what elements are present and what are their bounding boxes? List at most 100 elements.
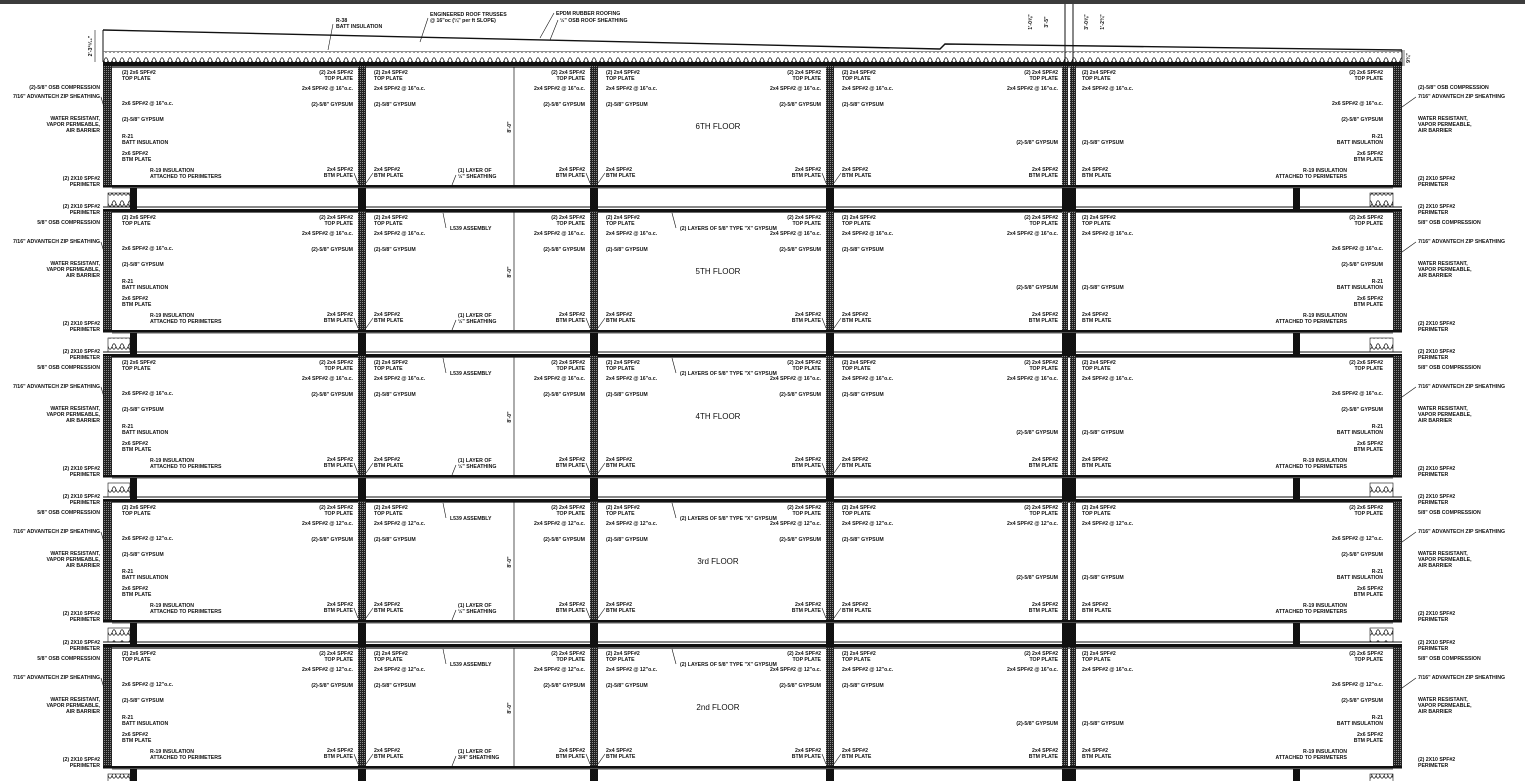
leader-line xyxy=(597,172,606,184)
perimeter-label: PERIMETER xyxy=(70,617,101,623)
floor-height-dim: 8'-0" xyxy=(507,121,513,133)
r19-label: ATTACHED TO PERIMETERS xyxy=(150,609,222,615)
top-plate-label: (2) 2x4 SPF#2 xyxy=(842,651,876,657)
r19-label: ATTACHED TO PERIMETERS xyxy=(150,174,222,180)
osb-compression-label: 5/8" OSB COMPRESSION xyxy=(1418,220,1481,226)
air-barrier-label: AIR BARRIER xyxy=(66,563,100,569)
leader-line xyxy=(100,677,105,689)
air-barrier-label: VAPOR PERMEABLE, xyxy=(46,122,100,128)
gypsum-label: (2)-5/8" GYPSUM xyxy=(1016,430,1058,436)
top-plate-label: (2) 2x4 SPF#2 xyxy=(1082,215,1116,221)
r21-label: R-21 xyxy=(1372,715,1383,721)
interior-wall xyxy=(590,356,598,476)
perimeter-label: (2) 2X10 SPF#2 xyxy=(63,757,100,763)
btm-plate-label: BTM PLATE xyxy=(1354,447,1384,453)
btm-plate-label: BTM PLATE xyxy=(842,318,872,324)
perimeter-label: PERIMETER xyxy=(70,472,101,478)
floor-sheathing-label: (1) LAYER OF xyxy=(458,749,492,755)
stud-spacing-label: 2x4 SPF#2 @ 16"o.c. xyxy=(842,86,894,92)
btm-plate-label: BTM PLATE xyxy=(122,592,152,598)
btm-plate-label: 2x4 SPF#2 xyxy=(327,167,353,173)
gypsum-label: (2)-5/8" GYPSUM xyxy=(374,392,416,398)
btm-plate-label: BTM PLATE xyxy=(556,173,586,179)
perimeter-label: PERIMETER xyxy=(1418,617,1449,623)
top-plate-label: (2) 2x4 SPF#2 xyxy=(1024,651,1058,657)
top-plate-label: (2) 2x4 SPF#2 xyxy=(787,215,821,221)
dim-roof-left: 2'-3¹⁵⁄₁₆" xyxy=(88,35,94,56)
top-plate-label: (2) 2x4 SPF#2 xyxy=(606,215,640,221)
stud-spacing-label: 2x4 SPF#2 @ 12"o.c. xyxy=(606,667,658,673)
btm-plate-label: 2x6 SPF#2 xyxy=(1357,296,1383,302)
floor-post xyxy=(826,769,834,781)
btm-plate-label: BTM PLATE xyxy=(606,173,636,179)
perimeter-insulation-right xyxy=(1369,192,1394,208)
stud-spacing-label: 2x6 SPF#2 @ 12"o.c. xyxy=(122,536,174,542)
gypsum-label: (2)-5/8" GYPSUM xyxy=(543,537,585,543)
top-plate-label: (2) 2x6 SPF#2 xyxy=(122,360,156,366)
roof-batt-insulation xyxy=(103,51,1402,62)
zip-sheathing-label: 7/16" ADVANTECH ZIP SHEATHING xyxy=(13,529,100,535)
r21-label: R-21 xyxy=(122,715,133,721)
btm-plate-label: 2x4 SPF#2 xyxy=(1082,457,1108,463)
r21-label: BATT INSULATION xyxy=(1337,721,1383,727)
leader-line xyxy=(353,607,359,619)
l539-assembly-label: L539 ASSEMBLY xyxy=(450,662,492,668)
air-barrier-label: WATER RESISTANT, xyxy=(50,116,100,122)
interior-wall xyxy=(590,501,598,621)
air-barrier-label: AIR BARRIER xyxy=(1418,128,1452,134)
btm-plate-label: 2x4 SPF#2 xyxy=(1032,312,1058,318)
perimeter-label: (2) 2X10 SPF#2 xyxy=(1418,349,1455,355)
btm-plate-label: BTM PLATE xyxy=(792,173,822,179)
btm-plate-label: BTM PLATE xyxy=(1354,157,1384,163)
floor-sheathing-label: ½" SHEATHING xyxy=(458,463,496,470)
floor-height-dim: 8'-0" xyxy=(507,266,513,278)
floor-post xyxy=(1293,769,1300,781)
dim-center: 1'-0⅝" xyxy=(1028,14,1034,30)
top-plate-label: TOP PLATE xyxy=(1354,366,1383,372)
r21-label: R-21 xyxy=(122,424,133,430)
leader-line xyxy=(821,462,827,474)
exterior-wall-right xyxy=(1393,647,1402,767)
gypsum-label: (2)-5/8" GYPSUM xyxy=(779,683,821,689)
stud-spacing-label: 2x4 SPF#2 @ 16"o.c. xyxy=(1007,667,1059,673)
zip-sheathing-label: 7/16" ADVANTECH ZIP SHEATHING xyxy=(1418,94,1505,100)
zip-sheathing-label: 7/16" ADVANTECH ZIP SHEATHING xyxy=(13,675,100,681)
btm-plate-label: BTM PLATE xyxy=(556,608,586,614)
dim-center: 3'-0⅝" xyxy=(1084,14,1090,30)
btm-plate-label: BTM PLATE xyxy=(1082,173,1112,179)
perimeter-label: PERIMETER xyxy=(70,646,101,652)
stud-spacing-label: 2x4 SPF#2 @ 16"o.c. xyxy=(374,376,426,382)
top-plate-label: (2) 2x4 SPF#2 xyxy=(551,360,585,366)
stud-spacing-label: 2x4 SPF#2 @ 16"o.c. xyxy=(1082,376,1134,382)
btm-plate-label: 2x4 SPF#2 xyxy=(559,457,585,463)
leader-line xyxy=(585,317,591,329)
air-barrier-label: AIR BARRIER xyxy=(66,273,100,279)
floor-post xyxy=(1062,769,1076,781)
btm-plate-label: 2x6 SPF#2 xyxy=(122,441,148,447)
top-plate-label: (2) 2x4 SPF#2 xyxy=(374,360,408,366)
leader-line xyxy=(353,462,359,474)
gypsum-label: (2)-5/8" GYPSUM xyxy=(1016,721,1058,727)
floor-height-dim: 8'-0" xyxy=(507,702,513,714)
top-plate-label: (2) 2x6 SPF#2 xyxy=(122,505,156,511)
stud-spacing-label: 2x4 SPF#2 @ 12"o.c. xyxy=(374,667,426,673)
stud-spacing-label: 2x4 SPF#2 @ 16"o.c. xyxy=(534,231,586,237)
top-plate-label: TOP PLATE xyxy=(556,76,585,82)
btm-plate-label: BTM PLATE xyxy=(374,463,404,469)
floor-top xyxy=(103,766,1402,769)
stud-spacing-label: 2x4 SPF#2 @ 12"o.c. xyxy=(1007,521,1059,527)
perimeter-label: (2) 2X10 SPF#2 xyxy=(63,611,100,617)
floor-sheathing xyxy=(112,332,1393,334)
leader-line xyxy=(597,607,606,619)
perimeter-insulation-left xyxy=(107,337,131,353)
gypsum-label: (2)-5/8" GYPSUM xyxy=(543,247,585,253)
perimeter-label: PERIMETER xyxy=(70,500,101,506)
perimeter-label: (2) 2X10 SPF#2 xyxy=(63,349,100,355)
floor-post xyxy=(826,188,834,209)
btm-plate-label: 2x4 SPF#2 xyxy=(1032,167,1058,173)
floor-post xyxy=(1293,623,1300,644)
stud-spacing-label: 2x4 SPF#2 @ 16"o.c. xyxy=(1082,667,1134,673)
gypsum-label: (2)-5/8" GYPSUM xyxy=(543,102,585,108)
top-plate-label: (2) 2x6 SPF#2 xyxy=(1349,215,1383,221)
stud-spacing-label: 2x6 SPF#2 @ 16"o.c. xyxy=(122,101,174,107)
